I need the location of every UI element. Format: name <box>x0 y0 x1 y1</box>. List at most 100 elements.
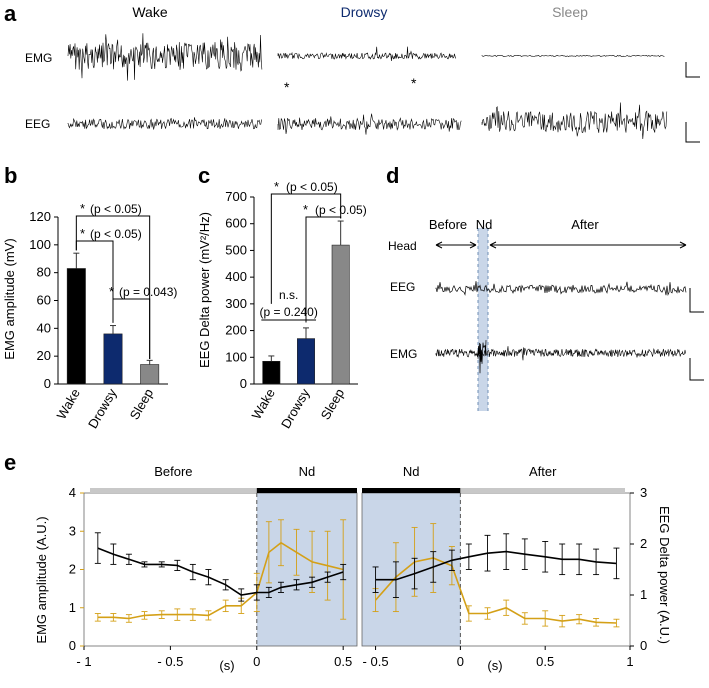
nd-shading <box>362 493 461 646</box>
state-bar-nd <box>256 488 357 493</box>
y-tick-label-right: 1 <box>640 587 647 602</box>
sig-bracket <box>75 240 114 323</box>
row-label-emg: EMG <box>25 51 52 65</box>
emg-trace-sleep <box>481 55 665 57</box>
sig-star: * <box>80 201 85 216</box>
x-axis-label: (s) <box>219 658 234 673</box>
chart-c: EEG Delta power (mV²/Hz) 0 100 200 300 400 50… <box>197 179 367 431</box>
eeg-trace-sleep <box>481 102 668 140</box>
bar-drowsy <box>103 333 123 385</box>
y-tick-label: 60 <box>37 293 51 308</box>
x-tick-label: Wake <box>249 386 278 422</box>
label-before: Before <box>154 464 192 479</box>
sig-pvalue: (p < 0.05) <box>90 227 142 241</box>
sig-bracket <box>270 193 342 304</box>
series-line-emg <box>375 557 617 624</box>
panel-label-c: c <box>198 163 210 188</box>
scale-bar-emg <box>689 358 704 381</box>
chart-b: EMG amplitude (mV) 0 20 40 60 80 100 120 Wake Dr… <box>2 201 177 431</box>
label-nd: Nd <box>476 217 493 232</box>
y-tick-label-left: 3 <box>69 523 76 538</box>
label-eeg: EEG <box>390 280 415 294</box>
bar-sleep <box>140 364 160 385</box>
bar-drowsy <box>297 338 315 385</box>
eeg-trace-drowsy <box>277 113 462 135</box>
label-after: After <box>529 464 557 479</box>
x-tick-label: 0.5 <box>334 654 352 669</box>
sig-star: * <box>303 202 308 217</box>
state-label-wake: Wake <box>132 4 167 20</box>
eeg-trace <box>435 281 687 297</box>
x-tick-label: 0 <box>457 654 464 669</box>
y-tick-label: 700 <box>225 189 247 204</box>
y-tick-label: 80 <box>37 265 51 280</box>
emg-burst <box>477 340 487 374</box>
y-tick-label-left: 0 <box>69 638 76 653</box>
sig-bracket <box>305 216 342 323</box>
sig-star: * <box>274 179 279 194</box>
sig-ns: n.s. <box>279 288 298 302</box>
state-label-drowsy: Drowsy <box>341 4 388 20</box>
y-tick-label-right: 0 <box>640 638 647 653</box>
y-tick-label-left: 1 <box>69 600 76 615</box>
sig-pvalue: (p < 0.05) <box>90 202 142 216</box>
label-nd: Nd <box>403 464 420 479</box>
x-tick-label: - 0.5 <box>363 654 389 669</box>
label-nd: Nd <box>299 464 316 479</box>
x-axis-label: (s) <box>487 658 502 673</box>
y-tick-label: 40 <box>37 320 51 335</box>
label-head: Head <box>388 239 417 253</box>
chart-e: EMG amplitude (A.U.) EEG Delta power (A.… <box>34 464 672 673</box>
y-tick-label: 100 <box>29 237 51 252</box>
row-label-eeg: EEG <box>25 117 50 131</box>
series-line-eeg <box>375 550 617 581</box>
x-tick-label: Sleep <box>318 386 348 422</box>
bar-sleep <box>331 244 350 385</box>
panel-d-traces <box>435 281 687 374</box>
y-tick-label: 200 <box>225 323 247 338</box>
series-line-eeg <box>97 547 344 596</box>
y-tick-label: 120 <box>29 209 51 224</box>
sig-pvalue: (p = 0.043) <box>119 285 177 299</box>
sig-star: * <box>109 284 114 299</box>
x-tick-label: 1 <box>626 654 633 669</box>
panel-label-e: e <box>4 450 16 475</box>
label-after: After <box>571 217 599 232</box>
eeg-trace-wake <box>67 117 262 130</box>
y-axis-label-left: EMG amplitude (A.U.) <box>34 516 49 643</box>
state-bar-before <box>90 488 257 493</box>
label-emg: EMG <box>390 347 417 361</box>
state-bar-after <box>460 488 625 493</box>
series-line-emg <box>97 541 344 620</box>
emg-trace <box>435 346 686 361</box>
y-tick-label: 0 <box>240 376 247 391</box>
panel-label-b: b <box>4 163 17 188</box>
y-axis-label: EEG Delta power (mV²/Hz) <box>197 212 212 368</box>
sig-pvalue: (p < 0.05) <box>286 180 338 194</box>
y-tick-label-left: 4 <box>69 485 76 500</box>
nd-shading <box>478 228 488 411</box>
emg-artifact-marker: * <box>284 79 290 95</box>
y-tick-label: 20 <box>37 348 51 363</box>
x-tick-label: Drowsy <box>278 386 313 431</box>
y-axis-label: EMG amplitude (mV) <box>2 238 17 359</box>
x-tick-label: - 1 <box>76 654 91 669</box>
bar-wake <box>66 268 86 385</box>
y-tick-label: 600 <box>225 216 247 231</box>
y-tick-label-right: 2 <box>640 536 647 551</box>
sig-bracket <box>75 215 151 359</box>
y-tick-label: 100 <box>225 349 247 364</box>
emg-artifact-marker: * <box>411 75 417 91</box>
x-tick-label: 0 <box>253 654 260 669</box>
scale-bar-eeg <box>689 288 704 313</box>
emg-trace-drowsy <box>277 46 457 62</box>
x-tick-label: - 0.5 <box>157 654 183 669</box>
y-tick-label: 300 <box>225 296 247 311</box>
state-label-sleep: Sleep <box>552 4 588 20</box>
x-tick-label: Wake <box>54 386 83 422</box>
panel-label-d: d <box>386 163 399 188</box>
sig-pvalue: (p = 0.240) <box>259 305 317 319</box>
y-tick-label: 400 <box>225 269 247 284</box>
panel-a-traces <box>67 33 668 140</box>
